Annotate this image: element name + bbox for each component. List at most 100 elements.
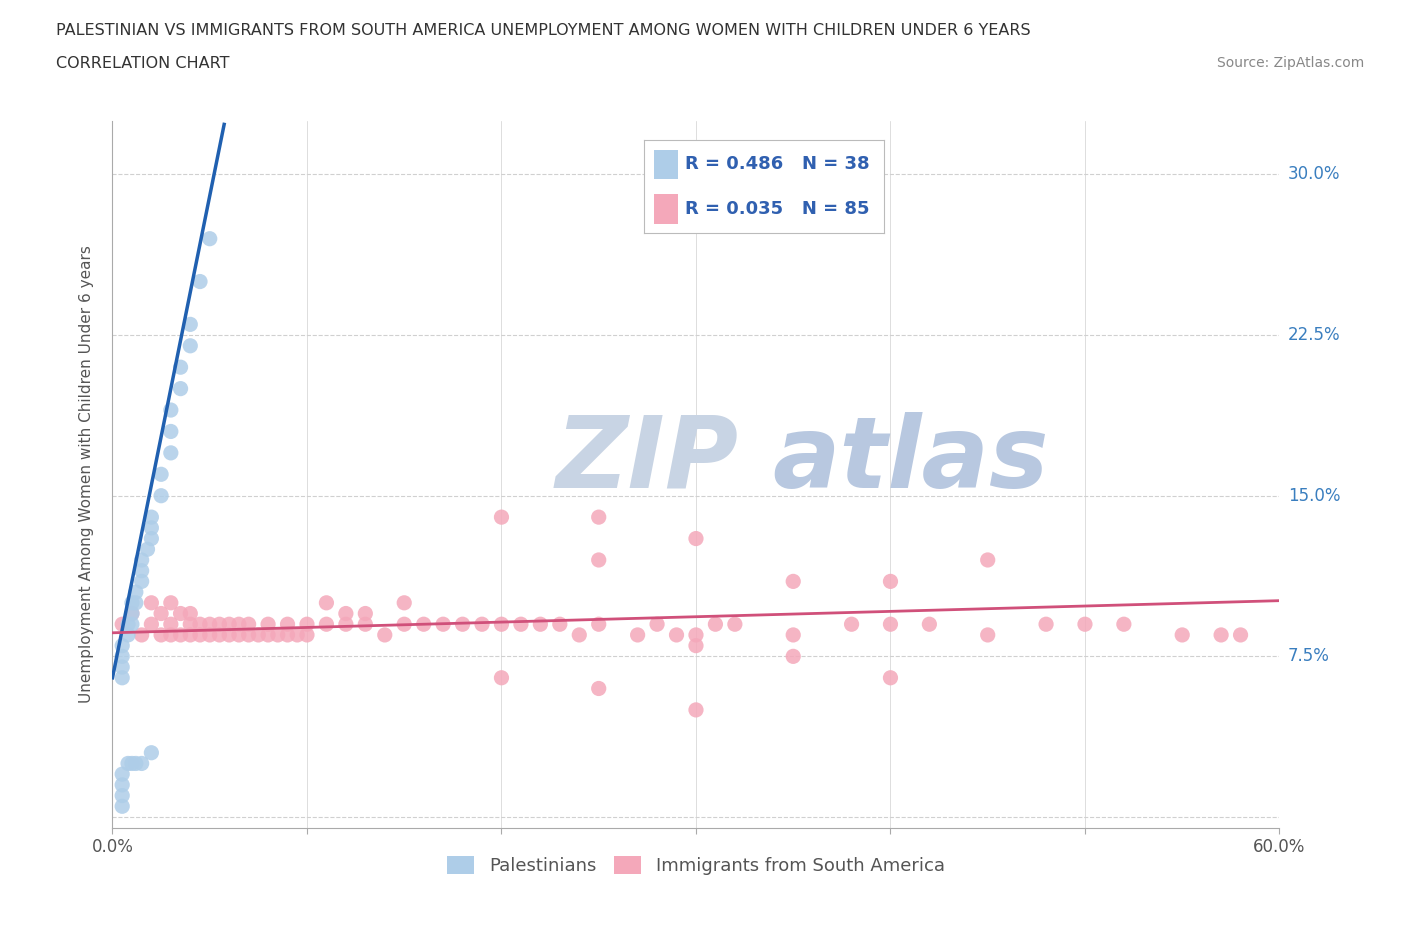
Point <box>1074 617 1097 631</box>
Point <box>121 606 143 621</box>
Point <box>141 531 163 546</box>
Point <box>354 606 377 621</box>
Point <box>169 381 191 396</box>
Point <box>141 510 163 525</box>
Point <box>588 681 610 696</box>
Point <box>169 628 191 643</box>
Point <box>267 628 290 643</box>
Point <box>588 617 610 631</box>
Point <box>160 628 183 643</box>
Point <box>125 595 148 610</box>
Point <box>315 595 337 610</box>
Point <box>150 606 173 621</box>
Point <box>160 403 183 418</box>
Point <box>491 510 513 525</box>
Point <box>918 617 941 631</box>
Point <box>491 617 513 631</box>
Point <box>354 617 377 631</box>
Point <box>228 617 250 631</box>
Point <box>160 424 183 439</box>
Point <box>179 317 201 332</box>
Point <box>198 617 221 631</box>
Point <box>169 606 191 621</box>
Point <box>208 628 231 643</box>
Point <box>1171 628 1194 643</box>
Point <box>131 552 153 567</box>
Point <box>782 628 804 643</box>
Text: PALESTINIAN VS IMMIGRANTS FROM SOUTH AMERICA UNEMPLOYMENT AMONG WOMEN WITH CHILD: PALESTINIAN VS IMMIGRANTS FROM SOUTH AME… <box>56 23 1031 38</box>
Text: CORRELATION CHART: CORRELATION CHART <box>56 56 229 71</box>
Text: R = 0.035   N = 85: R = 0.035 N = 85 <box>685 200 869 219</box>
Point <box>685 531 707 546</box>
Point <box>588 510 610 525</box>
Point <box>685 628 707 643</box>
Text: 7.5%: 7.5% <box>1288 647 1330 665</box>
Point <box>509 617 531 631</box>
Point <box>627 628 650 643</box>
Point <box>315 617 337 631</box>
Point <box>150 628 173 643</box>
Bar <box>654 150 678 179</box>
Point <box>228 628 250 643</box>
Point <box>160 445 183 460</box>
Point <box>1035 617 1057 631</box>
Point <box>645 617 668 631</box>
Point <box>295 628 318 643</box>
Point <box>141 521 163 536</box>
Point <box>111 638 134 653</box>
Point <box>179 617 201 631</box>
Point <box>588 552 610 567</box>
Point <box>111 799 134 814</box>
Point <box>724 617 747 631</box>
Text: ZIP: ZIP <box>555 412 740 509</box>
Point <box>257 628 280 643</box>
Point <box>782 649 804 664</box>
Point <box>117 628 139 643</box>
Point <box>188 274 211 289</box>
Point <box>276 617 298 631</box>
Point <box>394 595 416 610</box>
Point <box>141 595 163 610</box>
Point <box>141 745 163 760</box>
Point <box>111 617 134 631</box>
Point <box>976 552 998 567</box>
Point <box>548 617 571 631</box>
Point <box>685 702 707 717</box>
Point <box>188 628 211 643</box>
Point <box>335 606 357 621</box>
Point <box>179 339 201 353</box>
Point <box>285 628 308 643</box>
Point <box>295 617 318 631</box>
Point <box>247 628 270 643</box>
Point <box>879 671 901 685</box>
Point <box>276 628 298 643</box>
Point <box>238 617 260 631</box>
Text: 15.0%: 15.0% <box>1288 486 1340 505</box>
Point <box>218 628 240 643</box>
Point <box>685 638 707 653</box>
Point <box>169 360 191 375</box>
Point <box>568 628 591 643</box>
Point <box>394 617 416 631</box>
Point <box>412 617 434 631</box>
Point <box>121 606 143 621</box>
Point <box>374 628 396 643</box>
Point <box>131 756 153 771</box>
Point <box>1112 617 1135 631</box>
Point <box>208 617 231 631</box>
Point <box>335 617 357 631</box>
Point <box>179 628 201 643</box>
Point <box>879 574 901 589</box>
Point <box>131 574 153 589</box>
Point <box>879 617 901 631</box>
Point <box>198 628 221 643</box>
Point <box>121 756 143 771</box>
Point <box>111 766 134 781</box>
Point <box>111 671 134 685</box>
Point <box>150 467 173 482</box>
Point <box>125 756 148 771</box>
Point <box>117 756 139 771</box>
Text: R = 0.486   N = 38: R = 0.486 N = 38 <box>685 155 870 174</box>
Point <box>782 574 804 589</box>
Point <box>117 617 139 631</box>
